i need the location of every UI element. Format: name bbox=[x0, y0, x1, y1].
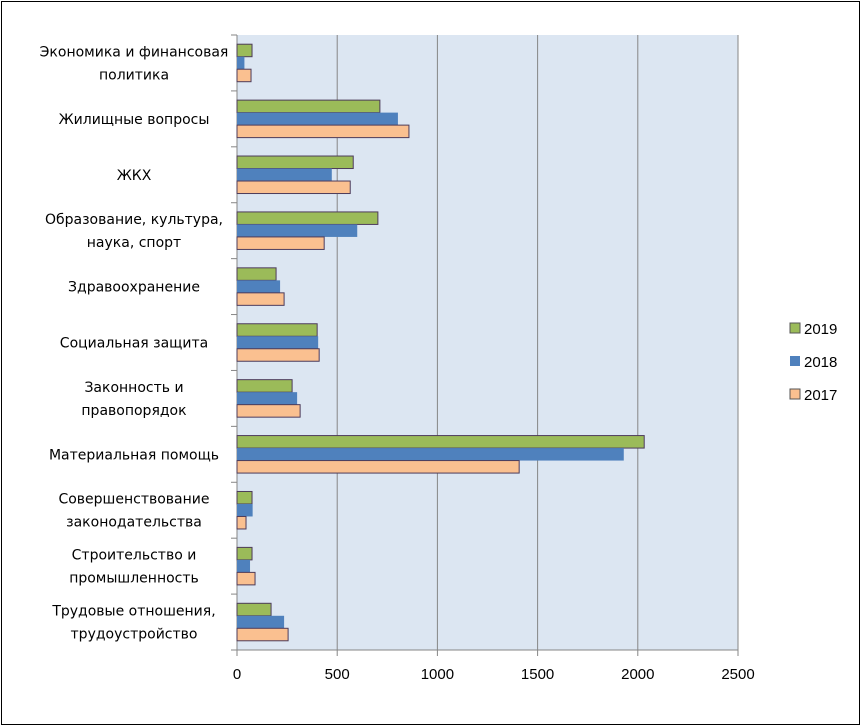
bar-2018 bbox=[237, 224, 358, 237]
bar-2019 bbox=[236, 602, 272, 617]
x-tick-label: 1000 bbox=[421, 666, 454, 683]
bar-2018 bbox=[237, 336, 319, 349]
bar-2018 bbox=[237, 168, 332, 182]
category-label: законодательства bbox=[66, 515, 202, 531]
legend-label-2019: 2019 bbox=[804, 321, 837, 338]
category-label: Строительство и bbox=[72, 548, 197, 564]
category-label: правопорядок bbox=[81, 403, 186, 419]
x-tick-label: 2500 bbox=[721, 666, 754, 683]
bar-2018 bbox=[237, 559, 251, 573]
bar-2019 bbox=[236, 546, 253, 561]
bar-2019 bbox=[236, 490, 253, 505]
bar-2017 bbox=[236, 180, 351, 195]
bar-2017 bbox=[236, 236, 325, 250]
category-label: наука, спорт bbox=[87, 235, 181, 251]
bar-2019 bbox=[236, 43, 253, 58]
bar-2019 bbox=[236, 99, 381, 114]
bar-2017 bbox=[236, 515, 247, 530]
category-label: трудоустройство bbox=[71, 627, 198, 643]
bar-2019 bbox=[236, 379, 293, 393]
bar-2019 bbox=[236, 155, 354, 170]
bar-2018 bbox=[237, 448, 624, 461]
category-label: промышленность bbox=[69, 571, 199, 587]
category-label: политика bbox=[99, 67, 169, 83]
legend-swatch-2017 bbox=[789, 388, 801, 400]
bar-2017 bbox=[236, 292, 285, 306]
bar-2017 bbox=[236, 68, 252, 83]
bar-2019 bbox=[236, 323, 318, 337]
bar-2017 bbox=[236, 460, 520, 474]
bar-2019 bbox=[236, 435, 645, 449]
category-label: Трудовые отношения, bbox=[51, 604, 215, 620]
legend-swatch-2019 bbox=[789, 322, 801, 334]
x-tick-label: 1500 bbox=[521, 666, 554, 683]
category-label: Материальная помощь bbox=[49, 447, 219, 463]
x-tick-label: 2000 bbox=[621, 666, 654, 683]
legend-swatch-2018 bbox=[790, 356, 800, 366]
bar-2017 bbox=[236, 124, 410, 139]
category-label: Совершенствование bbox=[58, 492, 209, 508]
category-label: Экономика и финансовая bbox=[40, 44, 229, 60]
category-label: Законность и bbox=[84, 380, 183, 396]
category-label: Образование, культура, bbox=[45, 212, 223, 228]
category-label: ЖКХ bbox=[117, 168, 152, 184]
x-tick-label: 500 bbox=[325, 666, 350, 683]
category-label: Социальная защита bbox=[60, 336, 208, 352]
category-label: Здравоохранение bbox=[68, 280, 200, 296]
bar-2017 bbox=[236, 627, 289, 642]
bar-2017 bbox=[236, 571, 256, 586]
bar-2018 bbox=[237, 280, 281, 293]
bar-2017 bbox=[236, 404, 301, 418]
bar-2018 bbox=[237, 392, 298, 405]
x-tick-label: 0 bbox=[233, 666, 241, 683]
legend-label-2017: 2017 bbox=[804, 387, 837, 404]
bar-2019 bbox=[236, 267, 277, 281]
category-label: Жилищные вопросы bbox=[59, 112, 210, 128]
bar-2018 bbox=[237, 56, 245, 70]
bar-2018 bbox=[237, 503, 253, 517]
bar-2018 bbox=[237, 615, 285, 629]
legend-label-2018: 2018 bbox=[804, 354, 837, 371]
bar-2019 bbox=[236, 211, 379, 225]
bar-2017 bbox=[236, 348, 320, 362]
bar-2018 bbox=[237, 112, 398, 126]
